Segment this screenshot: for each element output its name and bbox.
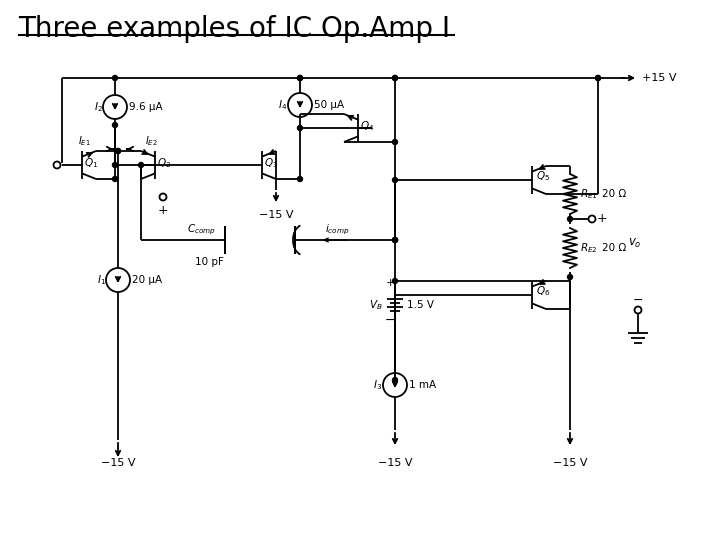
Text: 1 mA: 1 mA <box>409 380 436 390</box>
Text: $Q_6$: $Q_6$ <box>536 284 550 298</box>
Text: 50 μA: 50 μA <box>314 100 344 110</box>
Circle shape <box>392 377 397 382</box>
Text: +: + <box>158 205 168 218</box>
Circle shape <box>297 76 302 80</box>
Circle shape <box>297 76 302 80</box>
Text: $V_B$: $V_B$ <box>369 298 383 312</box>
Text: −15 V: −15 V <box>378 458 413 468</box>
Text: $R_{E2}$: $R_{E2}$ <box>580 241 598 255</box>
Text: +: + <box>597 213 608 226</box>
Circle shape <box>595 76 600 80</box>
Text: $Q_3$: $Q_3$ <box>264 156 278 170</box>
Text: $Q_4$: $Q_4$ <box>360 119 374 133</box>
Circle shape <box>392 238 397 242</box>
Text: $I_{E2}$: $I_{E2}$ <box>145 134 158 148</box>
Circle shape <box>138 163 143 167</box>
Text: $i_{comp}$: $i_{comp}$ <box>325 223 350 237</box>
Circle shape <box>297 125 302 131</box>
Circle shape <box>392 238 397 242</box>
Text: $I_{E1}$: $I_{E1}$ <box>78 134 91 148</box>
Text: $Q_1$: $Q_1$ <box>84 156 98 170</box>
Text: −: − <box>384 314 395 327</box>
Text: −15 V: −15 V <box>553 458 588 468</box>
Circle shape <box>112 163 117 167</box>
Text: $R_{E1}$: $R_{E1}$ <box>580 187 598 201</box>
Text: $I_2$: $I_2$ <box>94 100 103 114</box>
Text: 1.5 V: 1.5 V <box>407 300 434 310</box>
Circle shape <box>567 274 572 280</box>
Text: $I_3$: $I_3$ <box>373 378 382 392</box>
Text: $I_4$: $I_4$ <box>278 98 287 112</box>
Text: $v_o$: $v_o$ <box>628 237 642 249</box>
Text: 20 Ω: 20 Ω <box>602 243 626 253</box>
Circle shape <box>392 178 397 183</box>
Text: 20 Ω: 20 Ω <box>602 189 626 199</box>
Text: 9.6 μA: 9.6 μA <box>129 102 163 112</box>
Text: $Q_2$: $Q_2$ <box>157 156 171 170</box>
Circle shape <box>392 76 397 80</box>
Text: +: + <box>385 278 395 288</box>
Circle shape <box>595 76 600 80</box>
Text: −15 V: −15 V <box>258 210 293 220</box>
Text: 10 pF: 10 pF <box>195 257 224 267</box>
Text: Three examples of IC Op.Amp I: Three examples of IC Op.Amp I <box>18 15 450 43</box>
Text: $I_1$: $I_1$ <box>97 273 106 287</box>
Text: +15 V: +15 V <box>642 73 677 83</box>
Circle shape <box>115 148 120 153</box>
Circle shape <box>115 148 120 153</box>
Circle shape <box>112 76 117 80</box>
Circle shape <box>567 217 572 221</box>
Text: $C_{comp}$: $C_{comp}$ <box>187 223 216 237</box>
Circle shape <box>392 279 397 284</box>
Text: $Q_5$: $Q_5$ <box>536 169 550 183</box>
Circle shape <box>297 177 302 181</box>
Circle shape <box>392 139 397 145</box>
Circle shape <box>112 177 117 181</box>
Text: 20 μA: 20 μA <box>132 275 162 285</box>
Circle shape <box>392 238 397 242</box>
Circle shape <box>392 76 397 80</box>
Text: −: − <box>633 294 643 307</box>
Circle shape <box>112 123 117 127</box>
Text: −15 V: −15 V <box>101 458 135 468</box>
